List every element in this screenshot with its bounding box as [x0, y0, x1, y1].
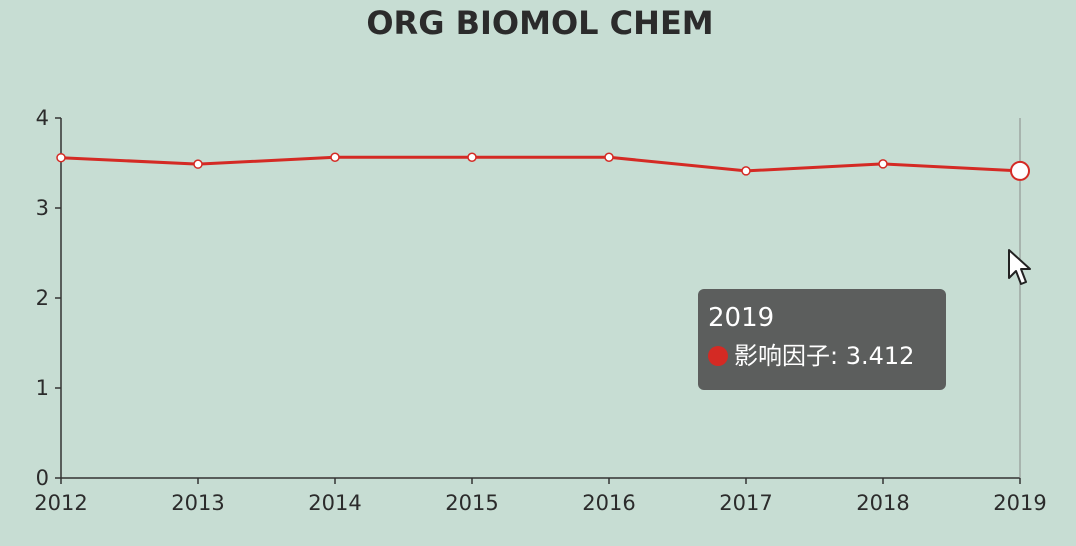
data-tooltip: 2019 影响因子: 3.412: [698, 289, 946, 390]
data-point: [741, 166, 751, 176]
x-tick-label: 2015: [445, 491, 498, 515]
data-point: [330, 152, 340, 162]
x-tick-label: 2019: [993, 491, 1046, 515]
data-point: [56, 152, 66, 163]
y-tick-label: 2: [36, 286, 49, 310]
data-point: [604, 152, 614, 162]
x-tick-label: 2017: [719, 491, 772, 515]
y-tick-label: 3: [36, 196, 49, 220]
x-tick-label: 2013: [171, 491, 224, 515]
x-tick-label: 2016: [582, 491, 635, 515]
tooltip-row: 影响因子: 3.412: [708, 339, 936, 373]
y-tick-label: 1: [36, 376, 49, 400]
y-tick-label: 0: [36, 466, 49, 490]
chart-title: ORG BIOMOL CHEM: [366, 4, 713, 42]
tooltip-value: 影响因子: 3.412: [734, 342, 915, 370]
tooltip-title: 2019: [708, 303, 775, 333]
series-marker-icon: [708, 346, 728, 366]
data-point: [467, 152, 477, 162]
series-line: [60, 155, 1021, 173]
axes: 0 1 2 3 4 2012 2013 2014 2015 2016 2017 2018 2019: [34, 106, 1046, 515]
x-tick-label: 2014: [308, 491, 361, 515]
x-tick-label: 2012: [34, 491, 87, 515]
y-tick-label: 4: [36, 106, 49, 130]
x-tick-label: 2018: [856, 491, 909, 515]
data-point: [878, 159, 888, 169]
data-point: [193, 159, 203, 169]
highlighted-data-point: [1010, 160, 1030, 181]
series-layer: [56, 152, 1030, 181]
arrow-pointer-icon: [1008, 249, 1031, 285]
